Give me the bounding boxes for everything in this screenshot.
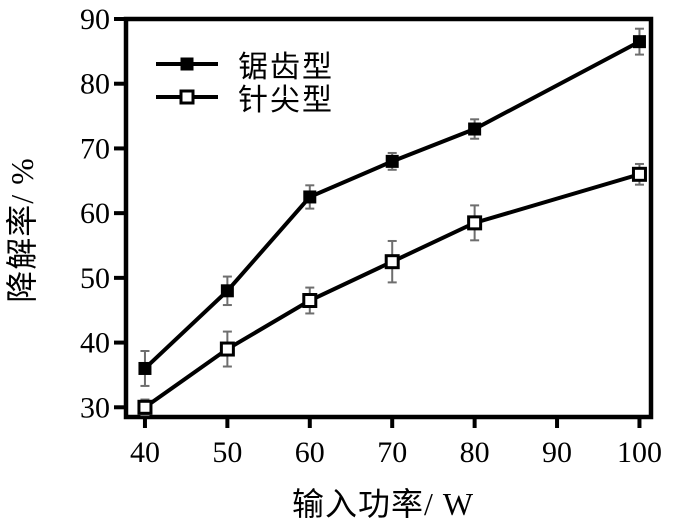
plot-frame: [123, 16, 654, 420]
y-tick-label: 40: [80, 327, 110, 360]
y-tick-label: 60: [80, 197, 110, 230]
series-0-line: [143, 39, 641, 370]
open-square-marker: [137, 399, 153, 415]
filled-square-marker: [138, 361, 152, 375]
open-square-marker: [631, 166, 647, 182]
x-axis-title: 输入功率/ W: [291, 486, 475, 522]
x-tick-label: 50: [212, 436, 242, 469]
legend: 锯齿型 针尖型: [156, 47, 334, 117]
y-tick-label: 80: [80, 68, 110, 101]
x-tick-label: 70: [377, 436, 407, 469]
series-1-line: [143, 172, 641, 409]
open-square-marker: [219, 341, 235, 357]
x-tick-label: 100: [617, 436, 662, 469]
open-square-marker: [384, 254, 400, 270]
y-tick-label: 70: [80, 132, 110, 165]
x-tick-label: 90: [542, 436, 572, 469]
open-square-marker: [302, 293, 318, 309]
y-axis-title: 降解率/ %: [4, 157, 40, 303]
x-tick-label: 40: [130, 436, 160, 469]
filled-square-marker: [220, 284, 234, 298]
legend-item-needle: 针尖型: [156, 80, 334, 117]
open-square-marker: [467, 215, 483, 231]
filled-square-marker: [468, 122, 482, 136]
filled-square-marker: [303, 190, 317, 204]
filled-square-marker-icon: [156, 57, 218, 70]
legend-item-sawtooth: 锯齿型: [156, 47, 334, 84]
legend-label-needle: 针尖型: [238, 83, 334, 117]
x-tick-label: 80: [460, 436, 490, 469]
y-tick-label: 50: [80, 262, 110, 295]
filled-square-marker: [385, 154, 399, 168]
filled-square-marker: [632, 35, 646, 49]
y-tick-label: 30: [80, 391, 110, 424]
legend-label-sawtooth: 锯齿型: [238, 50, 334, 84]
open-square-marker-icon: [156, 89, 218, 104]
x-tick-label: 60: [295, 436, 325, 469]
y-tick-label: 90: [80, 3, 110, 36]
